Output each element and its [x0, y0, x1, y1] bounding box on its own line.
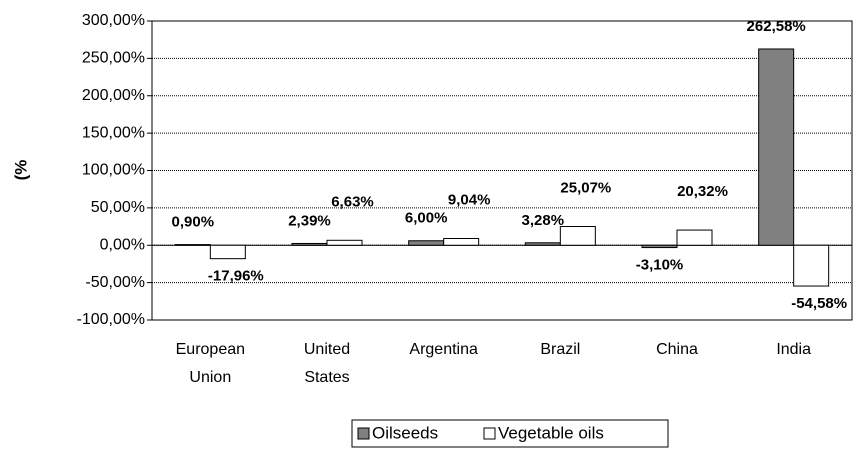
x-tick-label: China [656, 341, 698, 358]
bar [641, 244, 678, 249]
bar [676, 229, 713, 246]
value-label: 6,00% [405, 210, 448, 227]
bar [326, 239, 363, 246]
value-label: 20,32% [677, 183, 728, 200]
x-tick-label: United States [304, 341, 350, 386]
value-label: -3,10% [636, 257, 684, 274]
value-label: 6,63% [331, 193, 374, 210]
bar [174, 244, 211, 246]
value-label: 0,90% [172, 214, 215, 231]
y-tick-label: -100,00% [77, 311, 146, 328]
y-tick-label: -50,00% [85, 274, 145, 291]
value-label: -54,58% [791, 295, 847, 312]
value-label: 2,39% [288, 212, 331, 229]
y-tick-label: 250,00% [82, 50, 145, 67]
x-tick-label: Brazil [540, 341, 580, 358]
x-tick-label: India [776, 341, 811, 358]
bar [524, 242, 561, 246]
y-tick-label: 300,00% [82, 12, 145, 29]
y-axis-label: (% [11, 160, 30, 181]
bar [793, 244, 830, 287]
x-tick-label: European Union [176, 341, 245, 386]
legend-swatch [483, 427, 496, 440]
value-label: 9,04% [448, 191, 491, 208]
value-label: 3,28% [522, 212, 565, 229]
y-tick-label: 100,00% [82, 162, 145, 179]
y-tick-label: 50,00% [91, 199, 145, 216]
value-label: 25,07% [560, 179, 611, 196]
bar [443, 237, 480, 246]
y-tick-label: 150,00% [82, 124, 145, 141]
bar [758, 48, 795, 246]
bar [559, 226, 596, 246]
legend-swatch [357, 427, 370, 440]
value-label: 262,58% [747, 18, 806, 35]
bar [291, 242, 328, 246]
bar [408, 240, 445, 246]
y-tick-label: 0,00% [100, 236, 145, 253]
legend-box [351, 419, 669, 448]
value-label: -17,96% [208, 268, 264, 285]
legend-label: Oilseeds [372, 423, 438, 442]
legend-label: Vegetable oils [498, 423, 604, 442]
y-tick-label: 200,00% [82, 87, 145, 104]
x-tick-label: Argentina [409, 341, 478, 358]
bar [209, 244, 246, 260]
